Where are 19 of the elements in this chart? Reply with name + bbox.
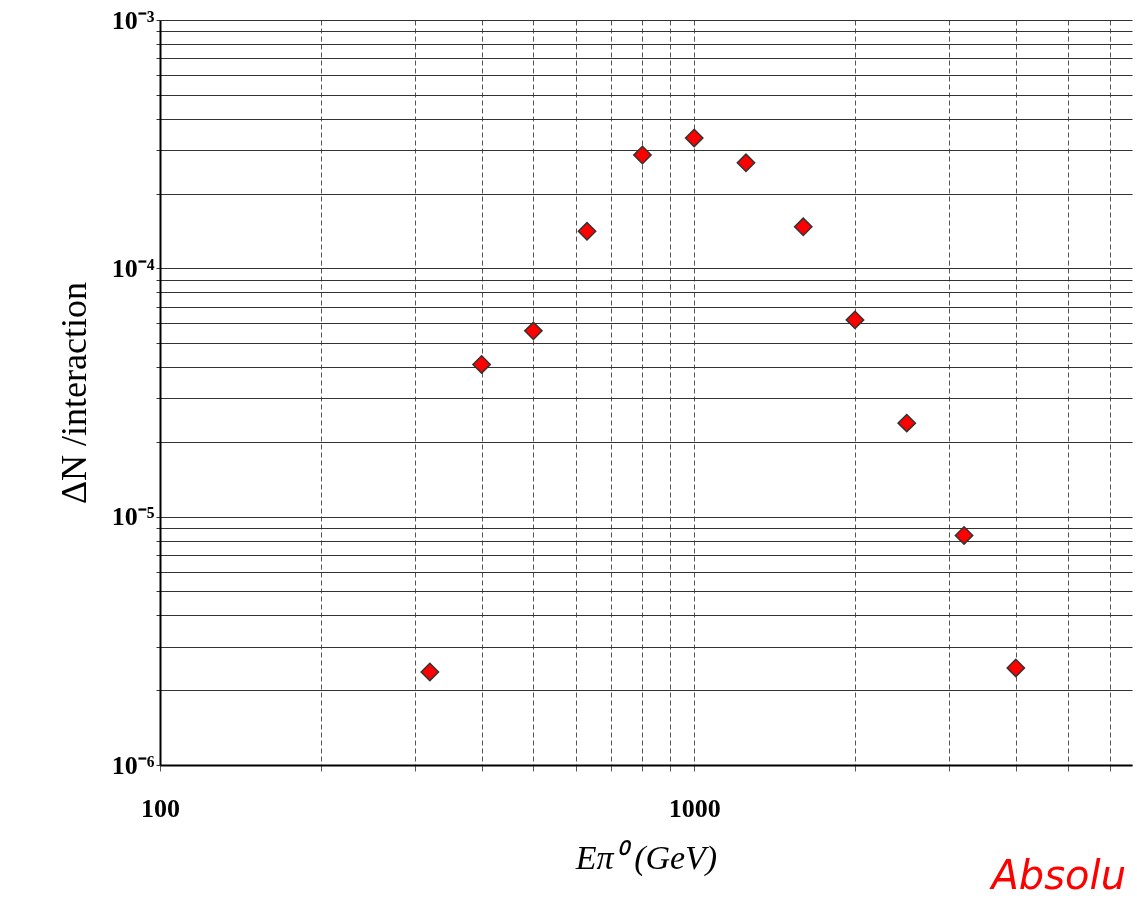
point (684, 128, 704, 148)
point (472, 355, 492, 374)
point (793, 217, 813, 237)
point (897, 413, 917, 433)
text: Absolu (988, 852, 1126, 898)
point (954, 526, 974, 545)
point (633, 145, 652, 165)
point (577, 221, 597, 241)
y-axis-title: ΔN /interaction (53, 281, 94, 505)
x-tick-label: 1000 (668, 793, 721, 823)
y-tick-label: 10⁻⁶ (111, 750, 155, 780)
x-axis-title: Eπ⁰ (GeV) (574, 838, 718, 877)
y-tick-label: 10⁻³ (111, 5, 155, 35)
x-tick-label: 100 (141, 793, 180, 823)
point (1006, 658, 1026, 678)
point (845, 310, 865, 330)
y-tick-label: 10⁻⁵ (111, 502, 155, 532)
point (523, 321, 543, 341)
y-tick-label: 10⁻⁴ (111, 253, 155, 283)
